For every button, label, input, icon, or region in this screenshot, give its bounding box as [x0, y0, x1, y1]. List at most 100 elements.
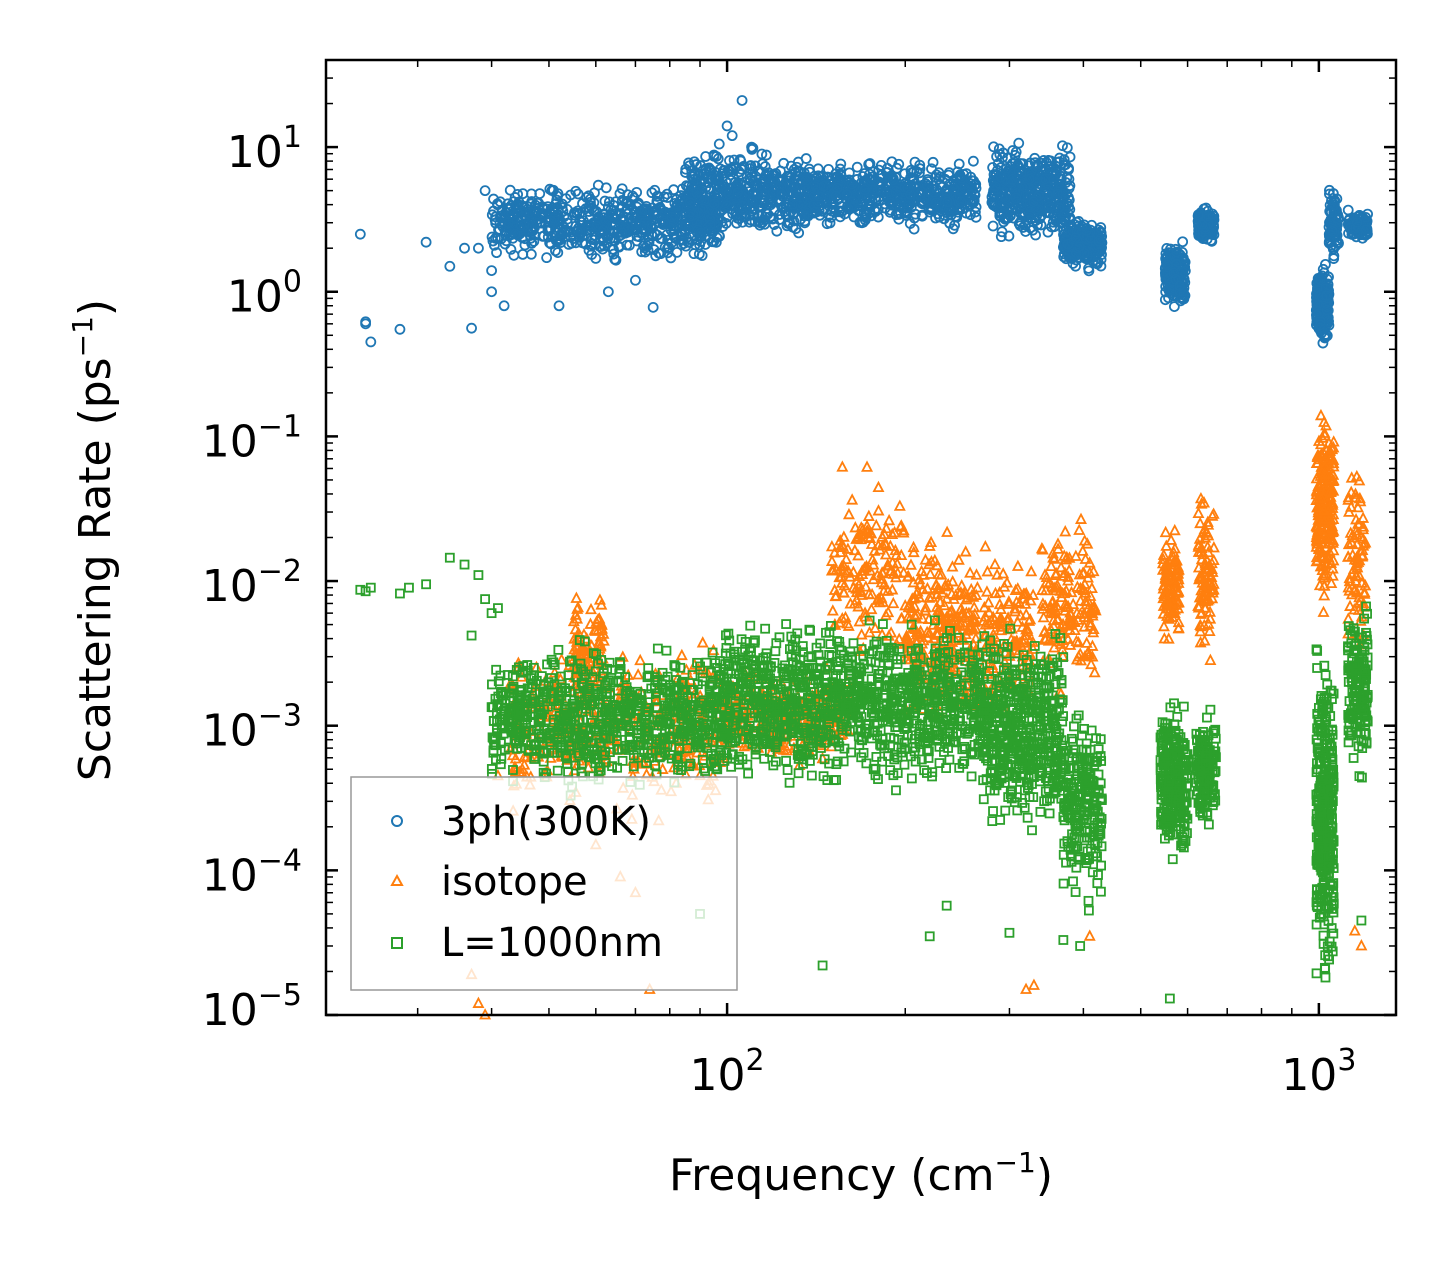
data-point: [630, 274, 641, 286]
data-point: [502, 198, 514, 210]
data-point: [665, 252, 677, 264]
data-point: [598, 224, 609, 236]
data-point: [684, 236, 695, 248]
data-point: [525, 248, 537, 260]
data-point: [697, 203, 709, 214]
data-point: [711, 173, 723, 185]
data-point: [728, 161, 739, 173]
data-point: [631, 235, 643, 247]
data-point: [492, 198, 503, 210]
data-point: [506, 208, 518, 220]
data-point: [394, 323, 406, 335]
data-point: [643, 237, 655, 248]
data-point: [577, 198, 588, 209]
data-point: [708, 225, 719, 237]
data-point: [608, 200, 620, 211]
data-point: [602, 286, 614, 298]
data-point: [744, 160, 756, 172]
data-point: [744, 216, 755, 228]
data-point: [629, 212, 641, 224]
data-point: [684, 197, 696, 209]
data-point: [552, 247, 564, 258]
data-point: [776, 190, 788, 201]
data-point: [760, 199, 772, 211]
data-point: [572, 226, 584, 237]
data-point: [614, 188, 626, 200]
data-point: [686, 165, 698, 177]
data-point: [792, 156, 804, 168]
data-point: [654, 202, 665, 214]
data-point: [597, 243, 609, 255]
data-point: [730, 208, 742, 220]
data-point: [585, 193, 596, 205]
data-point: [749, 160, 761, 172]
data-point: [659, 208, 671, 220]
data-point: [705, 165, 717, 177]
data-point: [719, 165, 731, 176]
data-point: [737, 216, 748, 228]
data-point: [494, 196, 506, 208]
data-point: [547, 202, 558, 214]
data-point: [766, 169, 778, 181]
data-point: [771, 225, 783, 237]
data-point: [589, 206, 601, 218]
data-point: [736, 168, 747, 180]
data-point: [354, 228, 366, 240]
data-point: [616, 227, 628, 238]
data-point: [509, 228, 521, 240]
data-point: [750, 181, 762, 193]
data-point: [365, 336, 377, 348]
data-point: [473, 242, 484, 254]
data-point: [636, 207, 648, 218]
data-point: [720, 217, 732, 229]
data-point: [616, 183, 628, 195]
data-point: [528, 235, 540, 247]
data-point: [658, 191, 670, 203]
data-point: [466, 322, 477, 334]
data-point: [627, 190, 639, 202]
data-point: [780, 209, 792, 221]
data-point: [505, 244, 517, 255]
data-point: [613, 240, 625, 252]
data-point: [491, 247, 502, 259]
data-point: [607, 219, 618, 231]
data-point: [498, 300, 510, 312]
data-point: [515, 219, 527, 231]
data-point: [619, 221, 630, 233]
data-point: [732, 187, 744, 199]
data-point: [578, 215, 589, 227]
data-point: [665, 224, 677, 236]
data-point: [541, 252, 553, 264]
data-point: [705, 172, 717, 184]
data-point: [708, 150, 720, 162]
data-point: [639, 204, 650, 216]
data-point: [721, 186, 733, 197]
data-point: [599, 208, 610, 220]
data-point: [735, 155, 747, 167]
data-point: [488, 239, 500, 251]
data-point: [531, 217, 543, 229]
data-point: [705, 219, 716, 231]
data-point: [621, 239, 633, 251]
data-point: [750, 171, 762, 182]
data-point: [760, 149, 772, 161]
data-point: [708, 202, 720, 214]
data-point: [500, 235, 512, 247]
data-point: [769, 181, 781, 193]
data-point: [521, 217, 533, 229]
data-point: [592, 179, 604, 191]
data-point: [778, 157, 790, 169]
data-point: [420, 236, 432, 248]
data-point: [538, 230, 550, 242]
data-point: [757, 158, 768, 170]
data-point: [668, 184, 680, 196]
data-point: [550, 230, 562, 242]
data-point: [610, 254, 622, 266]
data-point: [646, 187, 658, 199]
data-point: [774, 209, 785, 220]
data-point: [652, 197, 664, 209]
data-point: [486, 286, 498, 298]
data-point: [785, 172, 796, 184]
data-point: [548, 212, 560, 224]
data-point: [686, 171, 698, 182]
